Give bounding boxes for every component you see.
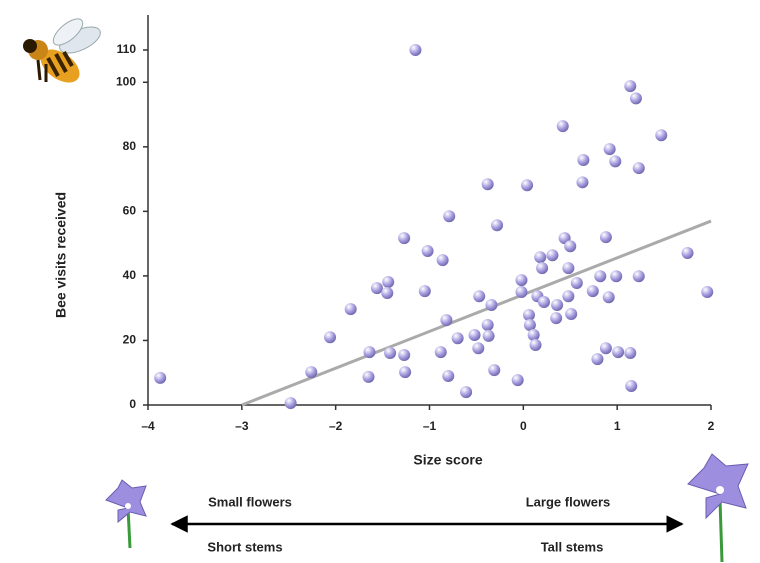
data-point	[550, 312, 563, 325]
small-flower-icon	[105, 479, 147, 549]
data-point	[576, 176, 589, 189]
data-point	[481, 318, 494, 331]
data-point	[564, 240, 577, 253]
data-point	[488, 364, 501, 377]
data-point	[624, 347, 637, 360]
y-tick-label: 40	[123, 268, 137, 282]
data-point	[363, 346, 376, 359]
data-point	[570, 277, 583, 290]
x-axis-label: Size score	[413, 452, 482, 468]
data-point	[534, 251, 547, 264]
data-point	[515, 274, 528, 287]
data-point	[154, 371, 167, 384]
data-point	[284, 397, 297, 410]
data-point	[436, 254, 449, 267]
data-point	[409, 44, 422, 56]
data-point	[551, 298, 564, 311]
data-point	[521, 179, 534, 192]
data-point	[381, 287, 394, 300]
data-point	[460, 386, 473, 399]
data-point	[472, 342, 485, 355]
data-point	[591, 353, 604, 366]
data-point	[481, 178, 494, 191]
data-point	[599, 342, 612, 355]
data-point	[485, 298, 498, 311]
data-point	[527, 328, 540, 341]
data-point	[443, 210, 456, 223]
data-point	[681, 246, 694, 259]
data-point	[625, 379, 638, 392]
data-point	[629, 92, 642, 105]
data-point	[602, 291, 615, 304]
y-tick-label: 60	[123, 204, 137, 218]
data-point	[523, 318, 536, 331]
data-point	[632, 162, 645, 175]
y-tick-label: 100	[116, 74, 136, 88]
x-tick-label: –2	[329, 419, 343, 433]
data-point	[537, 296, 550, 309]
data-point	[370, 282, 383, 295]
data-point	[609, 155, 622, 168]
y-tick-label: 0	[129, 397, 136, 411]
data-point	[482, 329, 495, 342]
data-point	[562, 290, 575, 303]
data-point	[398, 232, 411, 245]
data-point	[562, 262, 575, 275]
data-point	[515, 286, 528, 299]
data-point	[612, 346, 625, 359]
data-point	[610, 270, 623, 283]
data-point	[586, 285, 599, 298]
data-point	[324, 331, 337, 344]
annotation: Tall stems	[541, 539, 604, 554]
data-point	[399, 366, 412, 379]
x-tick-label: 1	[614, 419, 621, 433]
data-point	[603, 143, 616, 156]
y-tick-label: 20	[123, 333, 137, 347]
data-point	[529, 338, 542, 351]
annotation: Large flowers	[526, 494, 611, 509]
bee-icon	[23, 18, 101, 83]
data-point	[451, 332, 464, 345]
x-tick-label: –1	[423, 419, 437, 433]
trend-line	[241, 219, 712, 407]
x-tick-label: 2	[708, 419, 715, 433]
data-point	[594, 270, 607, 283]
data-point	[398, 348, 411, 361]
data-point	[511, 374, 524, 387]
y-axis-label: Bee visits received	[53, 192, 69, 318]
data-point	[491, 219, 504, 232]
data-point	[473, 290, 486, 303]
annotation: Short stems	[207, 539, 282, 554]
x-tick-label: 0	[520, 419, 527, 433]
data-point	[382, 276, 395, 289]
data-point	[434, 346, 447, 359]
data-point	[468, 328, 481, 341]
data-point	[384, 347, 397, 360]
x-tick-label: –3	[235, 419, 249, 433]
data-point	[556, 120, 569, 133]
data-point	[421, 245, 434, 258]
data-point	[442, 369, 455, 382]
annotation: Small flowers	[208, 494, 292, 509]
x-tick-label: –4	[141, 419, 155, 433]
data-point	[577, 154, 590, 167]
data-point	[362, 370, 375, 383]
y-tick-label: 110	[117, 42, 137, 56]
data-point	[536, 262, 549, 275]
data-point	[418, 285, 431, 298]
data-point	[344, 303, 357, 316]
y-tick-label: 80	[123, 139, 137, 153]
data-point	[440, 314, 453, 327]
data-point	[565, 307, 578, 320]
data-point	[655, 129, 668, 142]
data-point	[632, 270, 645, 283]
data-point	[305, 366, 318, 379]
large-flower-icon	[687, 453, 749, 563]
data-point	[546, 249, 559, 262]
data-point	[624, 80, 637, 93]
data-point	[522, 308, 535, 321]
data-point	[701, 286, 714, 299]
data-point	[599, 231, 612, 244]
